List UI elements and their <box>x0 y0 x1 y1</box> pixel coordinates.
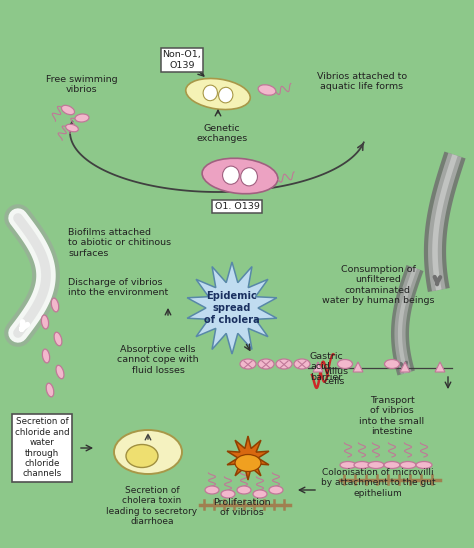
Text: Genetic
exchanges: Genetic exchanges <box>196 124 247 144</box>
Ellipse shape <box>223 166 239 184</box>
Polygon shape <box>187 262 277 354</box>
Text: Transport
of vibrios
into the small
intestine: Transport of vibrios into the small inte… <box>359 396 425 436</box>
Text: O1. O139: O1. O139 <box>215 202 259 211</box>
Ellipse shape <box>205 486 219 494</box>
Ellipse shape <box>368 461 384 469</box>
Text: Vibrios attached to
aquatic life forms: Vibrios attached to aquatic life forms <box>317 72 407 92</box>
Ellipse shape <box>56 366 64 379</box>
Text: Gastric
acid
barrier: Gastric acid barrier <box>310 352 344 382</box>
Text: Biofilms attached
to abiotic or chitinous
surfaces: Biofilms attached to abiotic or chitinou… <box>68 228 171 258</box>
Ellipse shape <box>62 105 74 115</box>
Ellipse shape <box>186 78 250 110</box>
Ellipse shape <box>253 490 267 498</box>
Text: Villus
cells: Villus cells <box>324 367 349 386</box>
Polygon shape <box>435 362 445 372</box>
Ellipse shape <box>340 461 356 469</box>
Ellipse shape <box>66 124 78 132</box>
Polygon shape <box>313 362 323 372</box>
Ellipse shape <box>41 315 49 329</box>
Ellipse shape <box>258 85 276 95</box>
Ellipse shape <box>235 454 261 471</box>
Text: Secretion of
chloride and
water
through
chloride
channels: Secretion of chloride and water through … <box>15 418 69 478</box>
Text: Discharge of vibrios
into the environment: Discharge of vibrios into the environmen… <box>68 278 168 298</box>
Polygon shape <box>227 436 269 480</box>
Ellipse shape <box>75 114 89 122</box>
Ellipse shape <box>240 359 256 369</box>
Ellipse shape <box>416 461 432 469</box>
Ellipse shape <box>354 461 370 469</box>
Ellipse shape <box>269 486 283 494</box>
Ellipse shape <box>46 383 54 397</box>
Ellipse shape <box>51 298 59 312</box>
Ellipse shape <box>337 359 353 368</box>
Text: Proliferation
of vibrios: Proliferation of vibrios <box>213 498 271 517</box>
Text: Free swimming
vibrios: Free swimming vibrios <box>46 75 118 94</box>
Ellipse shape <box>42 349 50 363</box>
Ellipse shape <box>114 430 182 474</box>
Ellipse shape <box>241 168 257 186</box>
Ellipse shape <box>294 359 310 369</box>
Ellipse shape <box>126 444 158 467</box>
Ellipse shape <box>384 359 400 368</box>
Ellipse shape <box>384 461 400 469</box>
Ellipse shape <box>54 332 62 346</box>
Text: Secretion of
cholera toxin
leading to secretory
diarrhoea: Secretion of cholera toxin leading to se… <box>107 486 198 526</box>
Ellipse shape <box>237 486 251 494</box>
Text: Consumption of
unfiltered
contaminated
water by human beings: Consumption of unfiltered contaminated w… <box>322 265 434 305</box>
Polygon shape <box>400 362 410 372</box>
Text: Non-O1,
O139: Non-O1, O139 <box>163 50 201 70</box>
Ellipse shape <box>276 359 292 369</box>
Ellipse shape <box>221 490 235 498</box>
Ellipse shape <box>400 461 416 469</box>
Ellipse shape <box>219 87 233 103</box>
Text: Absorptive cells
cannot cope with
fluid losses: Absorptive cells cannot cope with fluid … <box>117 345 199 375</box>
Ellipse shape <box>202 158 278 194</box>
Polygon shape <box>353 362 363 372</box>
Ellipse shape <box>203 85 218 101</box>
Text: Epidemic
spread
of cholera: Epidemic spread of cholera <box>204 292 260 324</box>
Text: Colonisation of microvilli
by attachment to the gut
epithelium: Colonisation of microvilli by attachment… <box>321 468 435 498</box>
Ellipse shape <box>258 359 274 369</box>
